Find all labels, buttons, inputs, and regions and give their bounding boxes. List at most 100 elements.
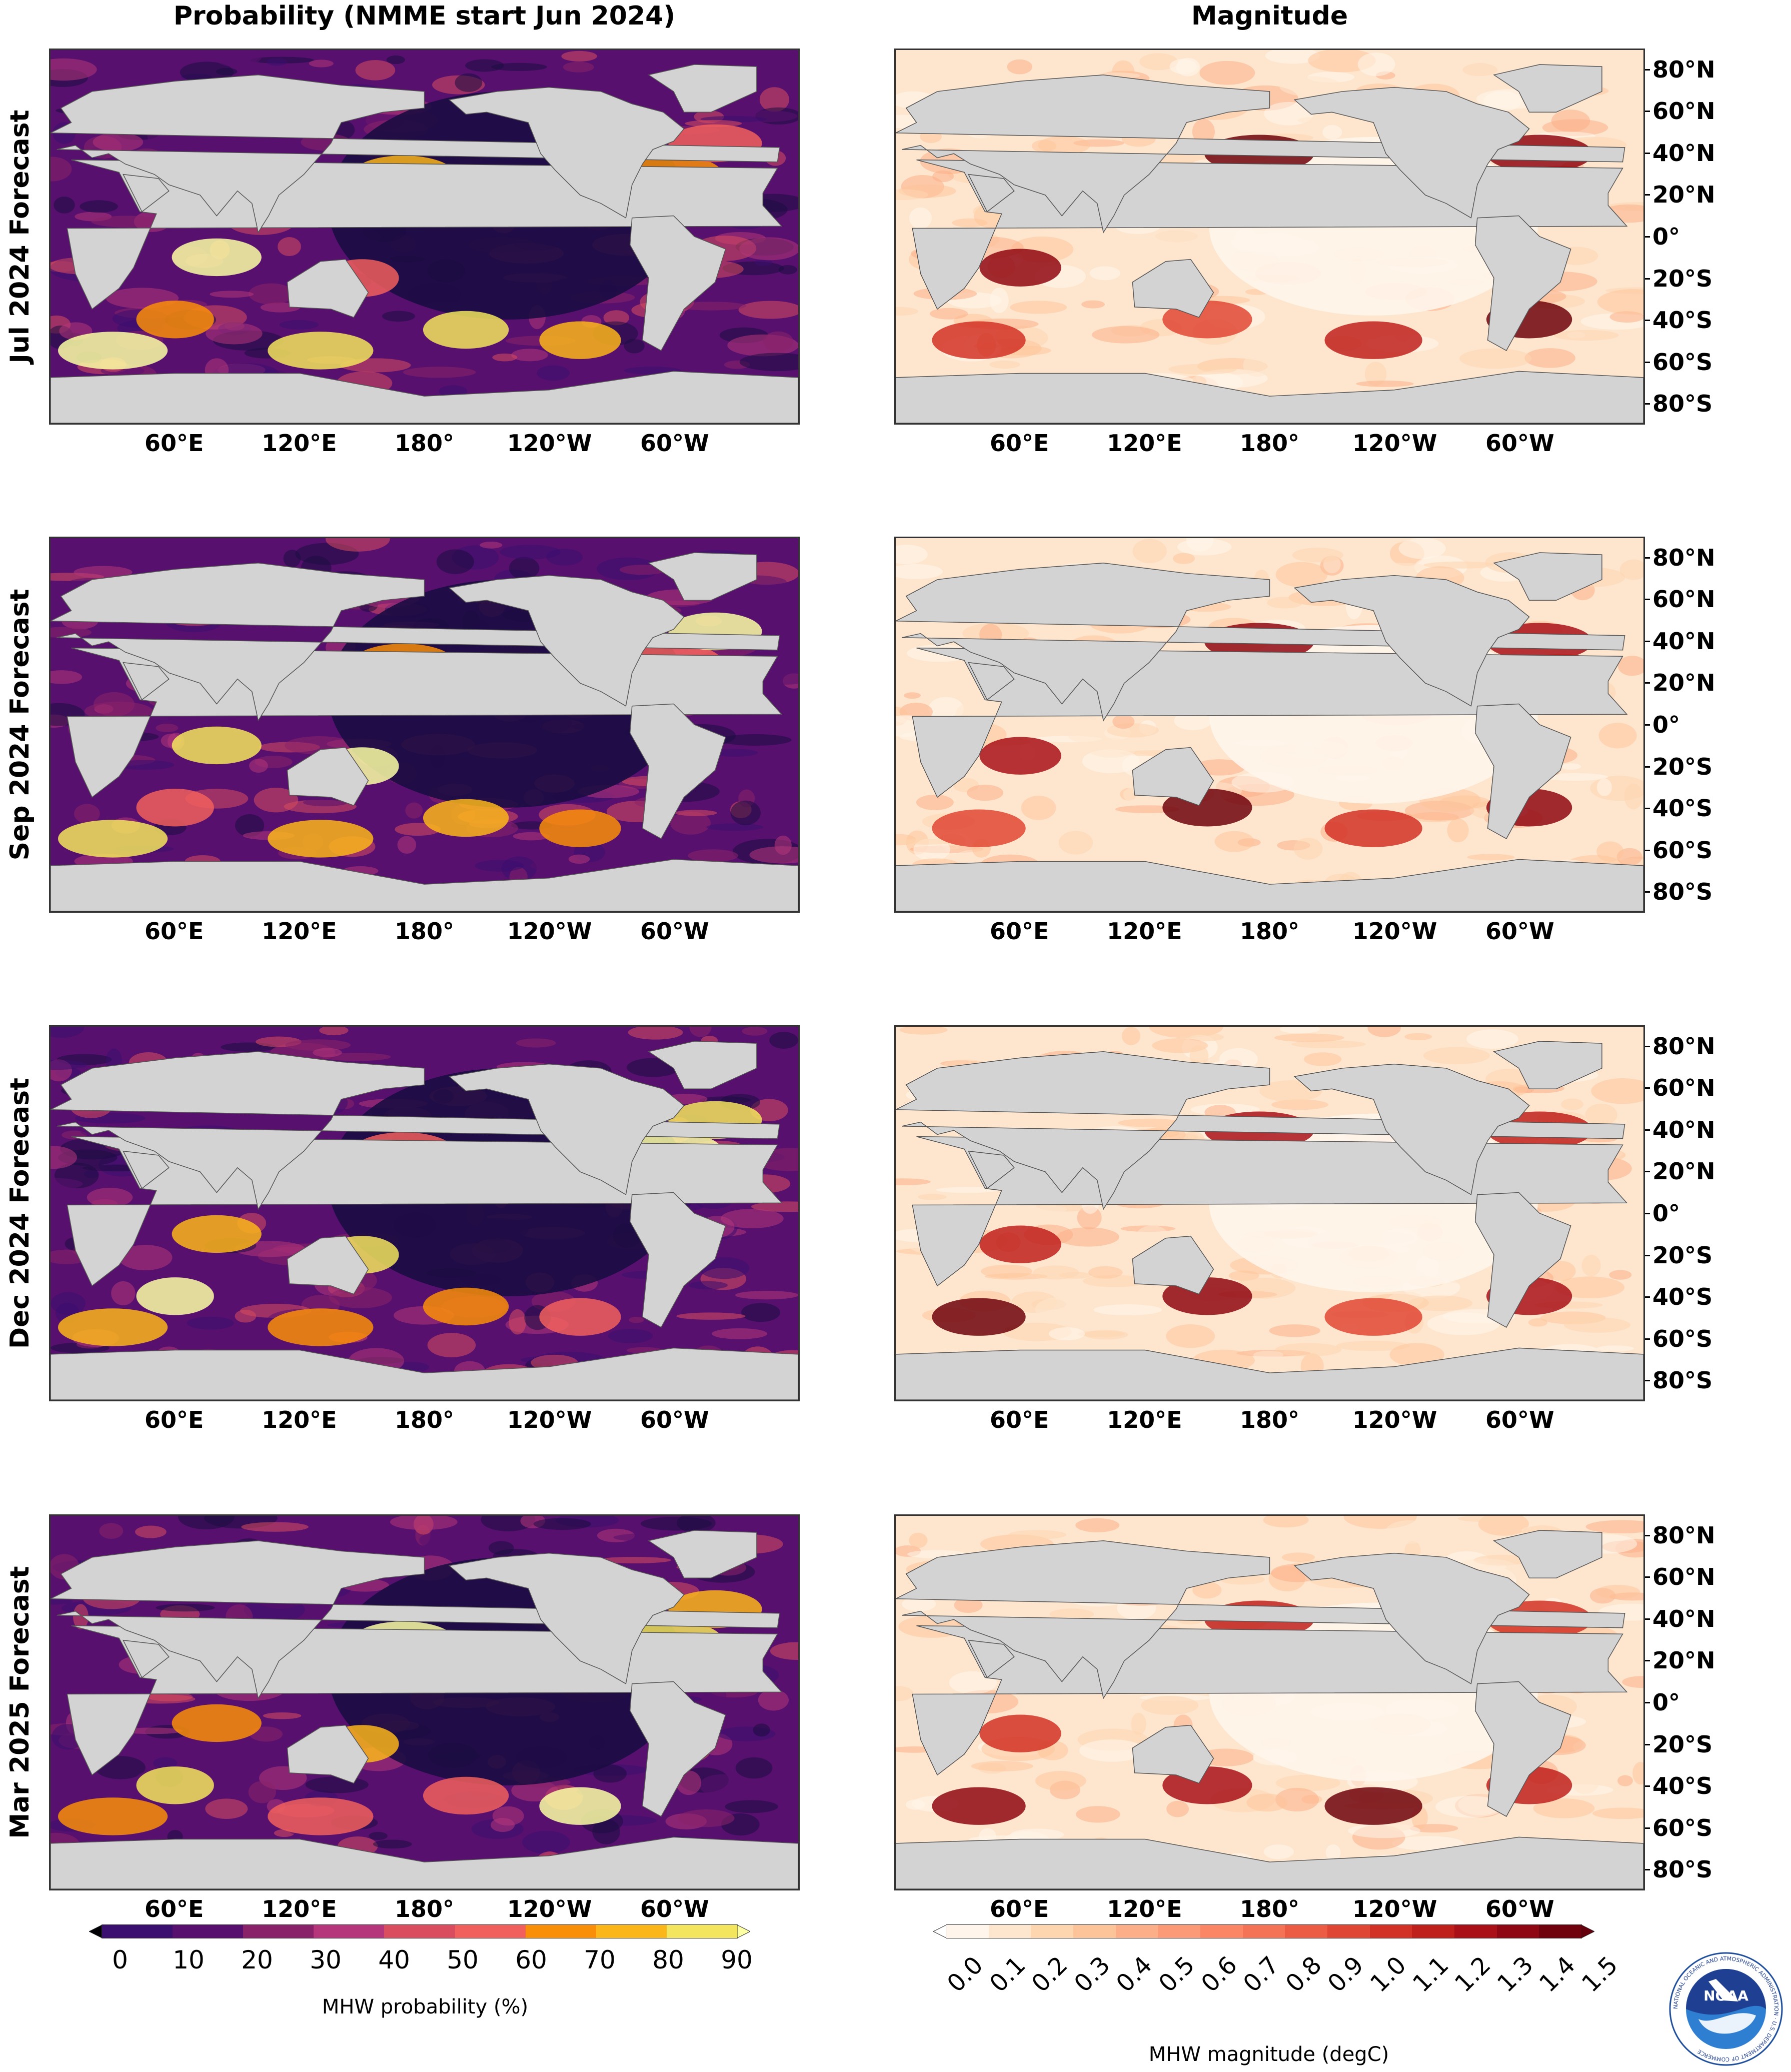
latitude-tick-mark xyxy=(1645,194,1650,196)
probability-colorbar-segment xyxy=(173,1925,244,1938)
latitude-tick-mark xyxy=(1645,111,1650,113)
longitude-tick-label: 60°W xyxy=(1485,1895,1554,1922)
land-polygon xyxy=(1474,1681,1571,1817)
longitude-tick-label: 180° xyxy=(394,918,455,945)
longitude-tick-label: 120°E xyxy=(262,1406,337,1433)
latitude-tick-mark xyxy=(1645,1702,1650,1703)
land-polygon xyxy=(896,74,1625,234)
latitude-tick-label: 0° xyxy=(1652,711,1680,738)
latitude-tick-label: 40°N xyxy=(1652,1116,1715,1143)
latitude-tick-label: 80°N xyxy=(1652,544,1715,571)
longitude-tick-label: 60°W xyxy=(640,918,709,945)
land-polygon xyxy=(1132,747,1214,806)
probability-colorbar-segment xyxy=(384,1925,455,1938)
probability-colorbar-segment xyxy=(455,1925,526,1938)
latitude-tick-label: 40°N xyxy=(1652,627,1715,655)
land-polygon xyxy=(287,1235,369,1295)
land-polygon xyxy=(1493,64,1602,113)
latitude-tick-label: 80°N xyxy=(1652,1032,1715,1060)
land-polygon xyxy=(448,87,685,219)
longitude-tick-label: 60°W xyxy=(1485,430,1554,457)
magnitude-colorbar-tick-label: 1.3 xyxy=(1491,1951,1539,1998)
row-label-jul-2024: Jul 2024 Forecast xyxy=(5,110,35,364)
magnitude-colorbar-high-arrow xyxy=(1581,1925,1594,1938)
magnitude-map-1 xyxy=(894,49,1645,425)
latitude-tick-mark xyxy=(1645,1213,1650,1214)
land-polygon xyxy=(896,562,1625,722)
longitude-tick-label: 120°E xyxy=(1107,918,1182,945)
magnitude-colorbar-tick-label: 0.4 xyxy=(1111,1951,1158,1998)
latitude-tick-mark xyxy=(1645,1576,1650,1578)
land-polygon xyxy=(51,74,780,234)
longitude-tick-label: 60°E xyxy=(144,918,204,945)
latitude-tick-mark xyxy=(1645,682,1650,684)
probability-colorbar-label: MHW probability (%) xyxy=(322,1995,529,2018)
magnitude-colorbar-tick-label: 0.9 xyxy=(1322,1951,1369,1998)
svg-text:NOAA: NOAA xyxy=(1703,1987,1748,2004)
magnitude-colorbar-tick-label: 1.4 xyxy=(1534,1951,1581,1998)
latitude-tick-label: 40°S xyxy=(1652,795,1713,822)
latitude-tick-label: 60°S xyxy=(1652,348,1713,376)
latitude-tick-label: 20°S xyxy=(1652,1730,1713,1758)
latitude-tick-mark xyxy=(1645,640,1650,642)
latitude-tick-mark xyxy=(1645,69,1650,71)
land-polygon xyxy=(448,1063,685,1195)
land-polygon xyxy=(968,174,1015,213)
magnitude-colorbar-tick-label: 0.1 xyxy=(984,1951,1031,1998)
probability-colorbar-tick-label: 10 xyxy=(173,1945,205,1974)
latitude-tick-label: 60°N xyxy=(1652,586,1715,613)
latitude-tick-label: 40°S xyxy=(1652,307,1713,334)
magnitude-colorbar-tick-label: 1.2 xyxy=(1449,1951,1496,1998)
probability-colorbar-segment xyxy=(102,1925,173,1938)
latitude-tick-mark xyxy=(1645,1534,1650,1536)
magnitude-colorbar-segment xyxy=(1496,1925,1539,1938)
latitude-tick-mark xyxy=(1645,1171,1650,1173)
latitude-tick-mark xyxy=(1645,236,1650,238)
latitude-tick-mark xyxy=(1645,361,1650,363)
longitude-tick-label: 60°E xyxy=(144,1406,204,1433)
row-label-sep-2024: Sep 2024 Forecast xyxy=(5,589,35,861)
probability-map-3 xyxy=(49,1025,800,1401)
magnitude-colorbar-tick-label: 0.7 xyxy=(1238,1951,1285,1998)
magnitude-colorbar-tick-label: 1.5 xyxy=(1576,1951,1623,1998)
land-polygon xyxy=(123,662,170,701)
latitude-tick-label: 80°S xyxy=(1652,1367,1713,1394)
probability-colorbar-segment xyxy=(243,1925,314,1938)
land-polygon xyxy=(123,174,170,213)
land-polygon xyxy=(287,747,369,806)
latitude-tick-label: 80°N xyxy=(1652,1521,1715,1549)
latitude-tick-label: 20°S xyxy=(1652,1241,1713,1269)
magnitude-colorbar-tick-label: 0.6 xyxy=(1195,1951,1243,1998)
land-polygon xyxy=(1132,1235,1214,1295)
antarctica-polygon xyxy=(896,859,1643,911)
magnitude-colorbar-segment xyxy=(1158,1925,1201,1938)
land-polygon xyxy=(1474,215,1571,351)
longitude-tick-label: 120°E xyxy=(1107,430,1182,457)
latitude-tick-mark xyxy=(1645,403,1650,405)
longitude-tick-label: 180° xyxy=(1239,918,1300,945)
latitude-tick-label: 80°S xyxy=(1652,1856,1713,1883)
latitude-tick-label: 20°N xyxy=(1652,1158,1715,1185)
latitude-tick-mark xyxy=(1645,849,1650,851)
latitude-tick-label: 60°S xyxy=(1652,1325,1713,1352)
longitude-tick-label: 120°W xyxy=(507,1895,592,1922)
latitude-tick-label: 80°S xyxy=(1652,390,1713,418)
probability-colorbar-high-arrow xyxy=(737,1925,750,1938)
land-polygon xyxy=(648,1530,757,1579)
latitude-tick-mark xyxy=(1645,808,1650,810)
latitude-tick-mark xyxy=(1645,1660,1650,1662)
antarctica-polygon xyxy=(51,859,798,911)
magnitude-colorbar-tick-label: 0.0 xyxy=(942,1951,989,1998)
magnitude-colorbar-tick-label: 1.0 xyxy=(1365,1951,1412,1998)
latitude-tick-mark xyxy=(1645,1827,1650,1829)
land-polygon xyxy=(1293,87,1530,219)
probability-colorbar-tick-label: 40 xyxy=(378,1945,410,1974)
magnitude-colorbar-segment xyxy=(1285,1925,1328,1938)
latitude-tick-label: 0° xyxy=(1652,1200,1680,1227)
latitude-tick-label: 20°N xyxy=(1652,181,1715,209)
magnitude-colorbar-segment xyxy=(1327,1925,1370,1938)
latitude-tick-mark xyxy=(1645,152,1650,154)
latitude-tick-label: 40°S xyxy=(1652,1772,1713,1800)
latitude-tick-mark xyxy=(1645,1743,1650,1745)
longitude-tick-label: 60°W xyxy=(1485,918,1554,945)
